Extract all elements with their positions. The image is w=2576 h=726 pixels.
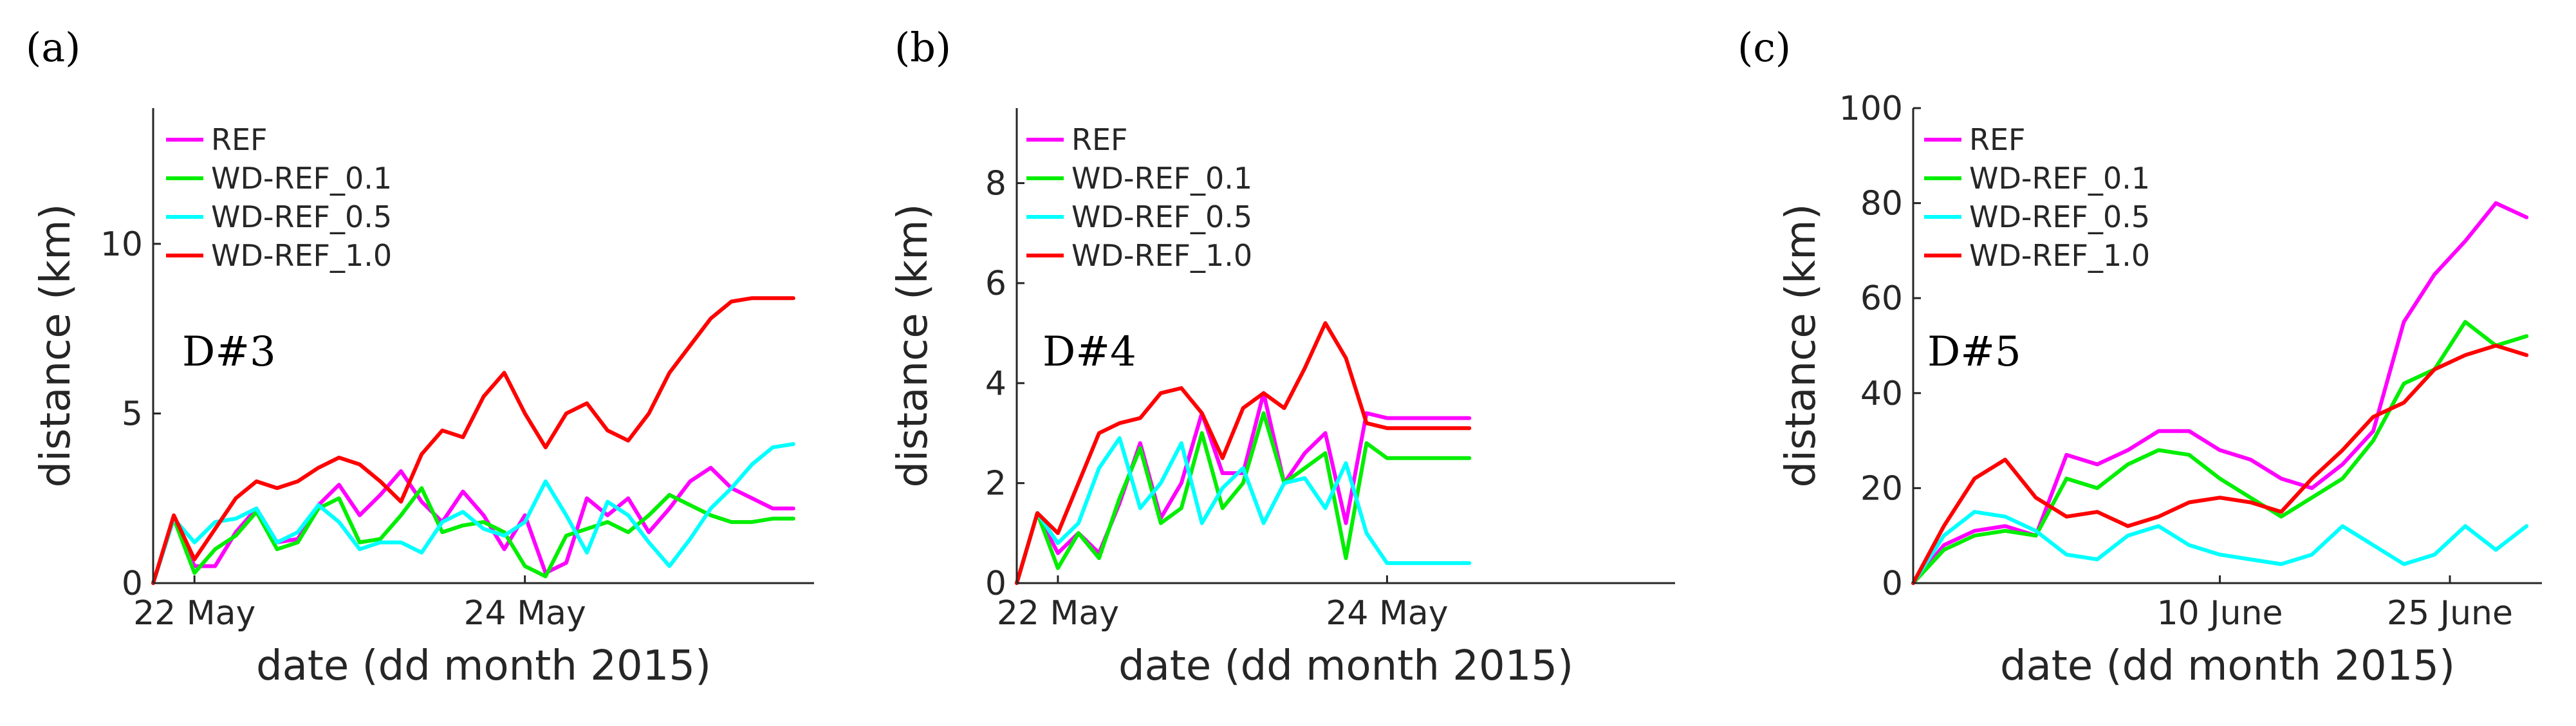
y-tick-label: 2 [985, 465, 1006, 503]
y-axis-label: distance (km) [1777, 204, 1825, 488]
series-line-2 [151, 486, 795, 585]
chart-panel-1: 0 5 10 22 May 24 May date (dd month 2015) dist… [26, 24, 814, 690]
y-tick-label: 8 [985, 165, 1006, 203]
y-tick-label: 4 [985, 364, 1006, 403]
legend-label: WD-REF_1.0 [1969, 238, 2150, 273]
series-line-3 [1911, 510, 2529, 585]
dataset-annotation: D#4 [1042, 328, 1136, 376]
series-line-2 [1015, 411, 1472, 585]
y-axis-label: distance (km) [889, 204, 937, 488]
panel-label: (a) [26, 24, 80, 71]
panel-label: (b) [894, 24, 951, 71]
legend-label: WD-REF_1.0 [1071, 238, 1252, 273]
y-tick-label: 0 [122, 564, 143, 603]
legend: REF WD-REF_0.1 WD-REF_0.5 WD-REF_1.0 [166, 122, 392, 273]
y-tick-label: 20 [1860, 469, 1903, 508]
legend-label: REF [211, 122, 268, 157]
legend-label: WD-REF_0.1 [1969, 161, 2150, 196]
y-axis-label: distance (km) [32, 204, 80, 488]
series-line-1 [1911, 201, 2529, 585]
series-line-4 [1911, 344, 2529, 585]
y-tick-label: 80 [1860, 185, 1903, 223]
x-tick-label: 24 May [464, 594, 586, 633]
x-tick-label: 10 June [2157, 594, 2283, 633]
legend-label: WD-REF_0.5 [1071, 200, 1252, 234]
series-line-3 [1015, 436, 1472, 585]
legend: REF WD-REF_0.1 WD-REF_0.5 WD-REF_1.0 [1924, 122, 2150, 273]
series-line-3 [151, 442, 795, 585]
series-line-4 [151, 296, 795, 585]
y-tick-label: 5 [122, 395, 143, 433]
legend-label: WD-REF_0.1 [211, 161, 392, 196]
legend-label: WD-REF_1.0 [211, 238, 392, 273]
x-tick-label: 25 June [2387, 594, 2513, 633]
x-tick-label: 24 May [1326, 594, 1448, 633]
chart-panel-2: 0 2 4 6 8 22 May 24 May date (dd month 2015) dis… [889, 24, 1675, 690]
x-axis-label: date (dd month 2015) [2000, 642, 2455, 690]
legend-label: REF [1071, 122, 1128, 157]
series-line-4 [1015, 321, 1472, 585]
legend-label: REF [1969, 122, 2026, 157]
dataset-annotation: D#3 [182, 328, 276, 376]
legend-label: WD-REF_0.5 [1969, 200, 2150, 234]
legend-label: WD-REF_0.1 [1071, 161, 1252, 196]
y-tick-label: 10 [100, 225, 143, 264]
y-tick-label: 0 [985, 564, 1006, 603]
panel-label: (c) [1737, 24, 1791, 71]
series-line-2 [1911, 320, 2529, 585]
x-axis-label: date (dd month 2015) [256, 642, 711, 690]
chart-panel-3: 0 20 40 60 80 100 10 June 25 June date (dd month… [1737, 24, 2542, 690]
legend-label: WD-REF_0.5 [211, 200, 392, 234]
y-tick-label: 100 [1839, 89, 1903, 128]
series-line-1 [1015, 391, 1472, 585]
x-axis-label: date (dd month 2015) [1118, 642, 1573, 690]
legend: REF WD-REF_0.1 WD-REF_0.5 WD-REF_1.0 [1026, 122, 1252, 273]
y-tick-label: 60 [1860, 279, 1903, 318]
y-tick-label: 6 [985, 265, 1006, 303]
dataset-annotation: D#5 [1927, 328, 2021, 376]
y-tick-label: 40 [1860, 375, 1903, 413]
x-tick-label: 22 May [133, 594, 255, 633]
x-tick-label: 22 May [997, 594, 1119, 633]
y-tick-label: 0 [1882, 564, 1903, 603]
